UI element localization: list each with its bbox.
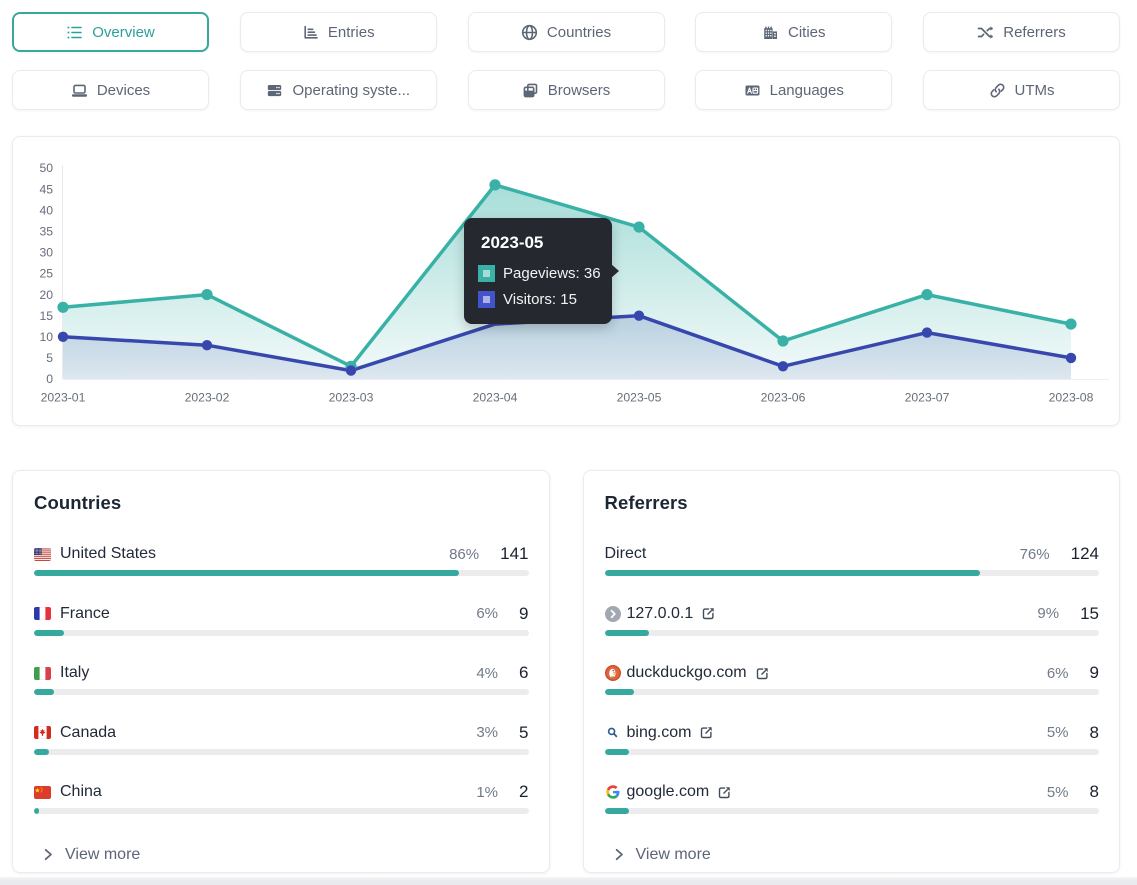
- svg-text:2023-01: 2023-01: [41, 391, 86, 405]
- svg-text:2023-03: 2023-03: [329, 391, 374, 405]
- svg-text:2023-07: 2023-07: [905, 391, 950, 405]
- svg-text:5: 5: [46, 351, 53, 365]
- svg-text:2023-06: 2023-06: [761, 391, 806, 405]
- svg-text:0: 0: [46, 372, 53, 386]
- svg-text:2023-02: 2023-02: [185, 391, 230, 405]
- svg-text:2023-05: 2023-05: [617, 391, 662, 405]
- svg-text:30: 30: [39, 246, 53, 260]
- svg-text:35: 35: [39, 225, 53, 239]
- svg-text:20: 20: [39, 288, 53, 302]
- svg-text:50: 50: [39, 161, 53, 175]
- svg-text:40: 40: [39, 203, 53, 217]
- svg-text:45: 45: [39, 182, 53, 196]
- svg-text:10: 10: [39, 330, 53, 344]
- svg-text:25: 25: [39, 267, 53, 281]
- svg-text:15: 15: [39, 309, 53, 323]
- svg-text:2023-04: 2023-04: [473, 391, 518, 405]
- svg-text:2023-08: 2023-08: [1049, 391, 1094, 405]
